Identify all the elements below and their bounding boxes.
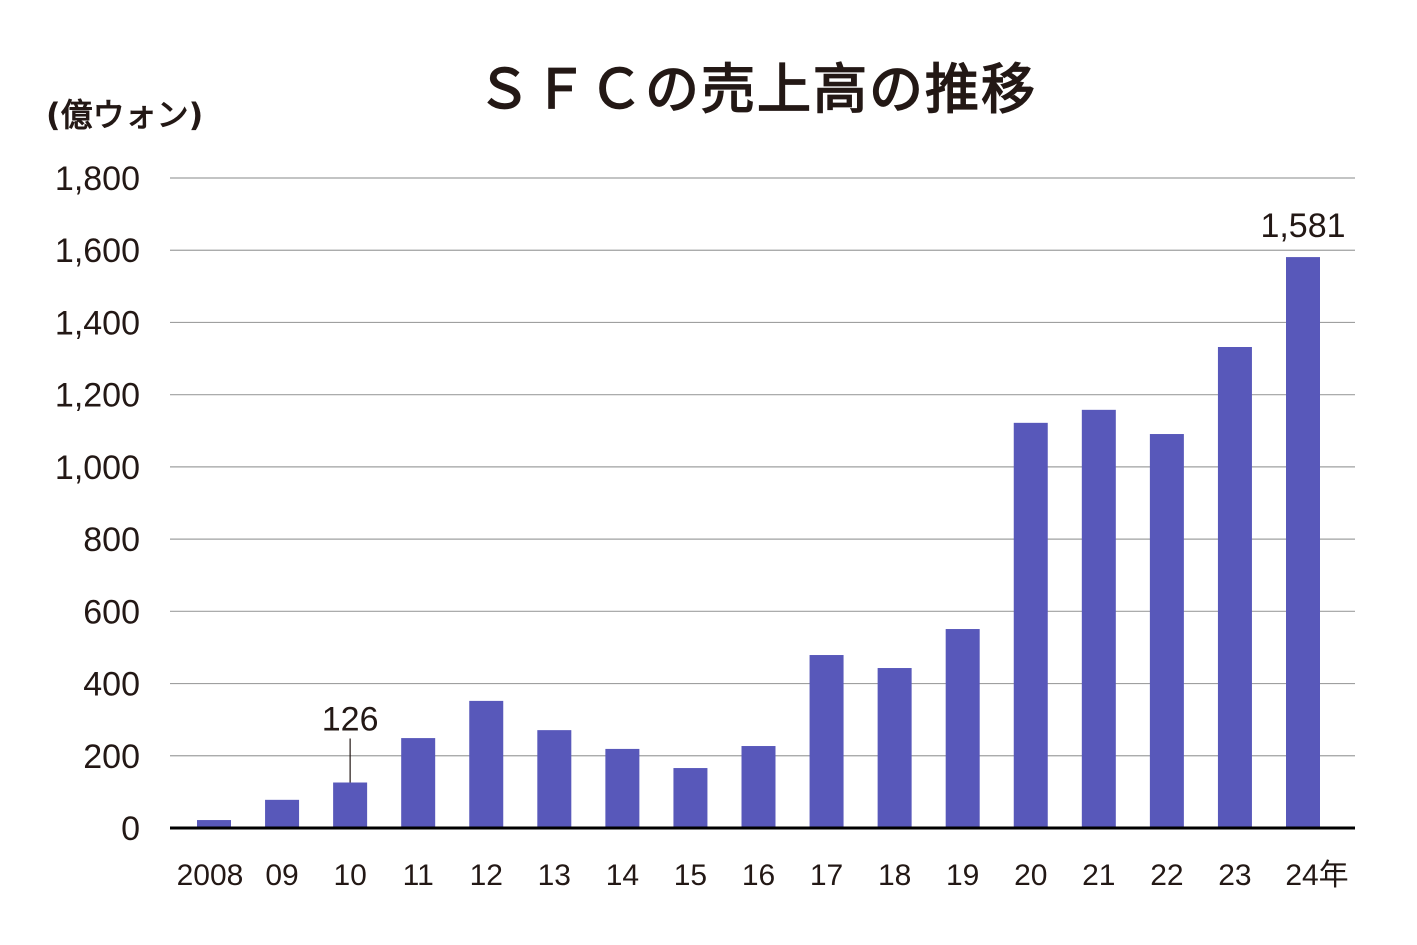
x-tick-label: 2008 (177, 859, 244, 892)
x-tick-label: 21 (1082, 859, 1115, 892)
y-tick-label: 1,200 (55, 377, 140, 415)
data-label: 126 (322, 701, 379, 739)
bar-2008 (197, 820, 231, 828)
y-tick-label: 1,800 (55, 160, 140, 198)
bar-15 (673, 768, 708, 828)
x-tick-label: 23 (1218, 859, 1251, 892)
x-tick-label: 16 (742, 859, 775, 892)
y-tick-label: 800 (83, 521, 140, 559)
x-axis-ticks: 2008 09 10 11 12 13 14 15 16 17 18 19 20 21 22 23 24年 (177, 859, 1349, 892)
y-axis-ticks: 0 200 400 600 800 1,000 1,200 1,400 1,600 1,800 (55, 160, 140, 848)
bar-12 (469, 700, 504, 828)
x-tick-label: 15 (674, 859, 707, 892)
y-tick-label: 1,000 (55, 449, 140, 487)
y-tick-label: 1,600 (55, 232, 140, 270)
bar-14 (605, 748, 640, 828)
y-tick-label: 600 (83, 593, 140, 631)
bar-16 (741, 746, 776, 828)
x-tick-label: 11 (403, 859, 434, 892)
x-tick-label: 12 (470, 859, 503, 892)
y-tick-label: 400 (83, 666, 140, 704)
x-tick-label: 19 (946, 859, 979, 892)
data-labels: 126 1,581 (322, 207, 1346, 783)
x-tick-label: 09 (265, 859, 298, 892)
x-tick-label: 10 (333, 859, 366, 892)
gridlines (170, 177, 1355, 757)
x-tick-label: 24年 (1285, 859, 1348, 892)
x-tick-label: 14 (606, 859, 639, 892)
bar-11 (401, 738, 436, 828)
bar-23 (1217, 347, 1252, 828)
bar-10 (333, 782, 368, 828)
bar-17 (809, 655, 844, 828)
bar-18 (877, 668, 912, 828)
y-tick-label: 1,400 (55, 304, 140, 342)
bar-09 (265, 799, 300, 828)
bar-19 (945, 629, 980, 828)
bars (197, 257, 1320, 828)
bar-22 (1149, 434, 1184, 828)
bar-20 (1013, 422, 1048, 828)
x-tick-label: 22 (1150, 859, 1183, 892)
bar-24年 (1286, 257, 1320, 828)
x-tick-label: 17 (810, 859, 843, 892)
bar-13 (537, 730, 572, 828)
x-tick-label: 18 (878, 859, 911, 892)
x-tick-label: 13 (538, 859, 571, 892)
y-tick-label: 200 (83, 738, 140, 776)
x-tick-label: 20 (1014, 859, 1047, 892)
data-label: 1,581 (1260, 207, 1345, 245)
chart-title: ＳＦＣの売上高の推移 (477, 58, 1037, 121)
y-tick-label: 0 (121, 810, 140, 848)
bar-21 (1081, 409, 1116, 828)
y-axis-unit-label: (億ウォン) (46, 96, 203, 134)
